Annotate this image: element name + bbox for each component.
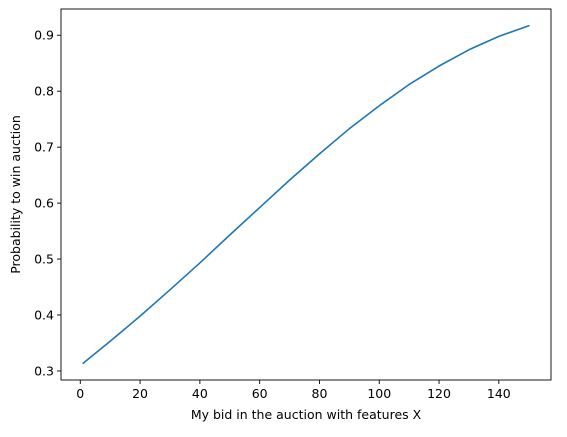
y-axis: 0.3 0.4 0.5 0.6 0.7 0.8 0.9 [34,28,61,378]
x-tick-label: 40 [192,386,208,401]
x-tick-label: 120 [427,386,451,401]
series-line-0 [82,24,530,365]
y-tick-label: 0.7 [34,140,54,155]
x-tick-label: 60 [252,386,268,401]
x-tick-label: 100 [367,386,391,401]
x-axis: 0 20 40 60 80 100 120 140 [76,380,511,401]
y-tick-label: 0.3 [34,363,54,378]
y-tick-label: 0.9 [34,28,54,43]
x-tick-label: 0 [76,386,84,401]
y-tick-label: 0.8 [34,84,54,99]
x-tick-label: 20 [132,386,148,401]
y-axis-label: Probability to win auction [8,115,23,274]
plot-frame [60,8,552,381]
x-tick-label: 140 [487,386,511,401]
x-tick-label: 80 [312,386,328,401]
y-tick-label: 0.4 [34,307,54,322]
y-tick-label: 0.6 [34,196,54,211]
y-tick-label: 0.5 [34,252,54,267]
x-axis-label: My bid in the auction with features X [191,407,422,422]
plot-area [82,24,530,365]
